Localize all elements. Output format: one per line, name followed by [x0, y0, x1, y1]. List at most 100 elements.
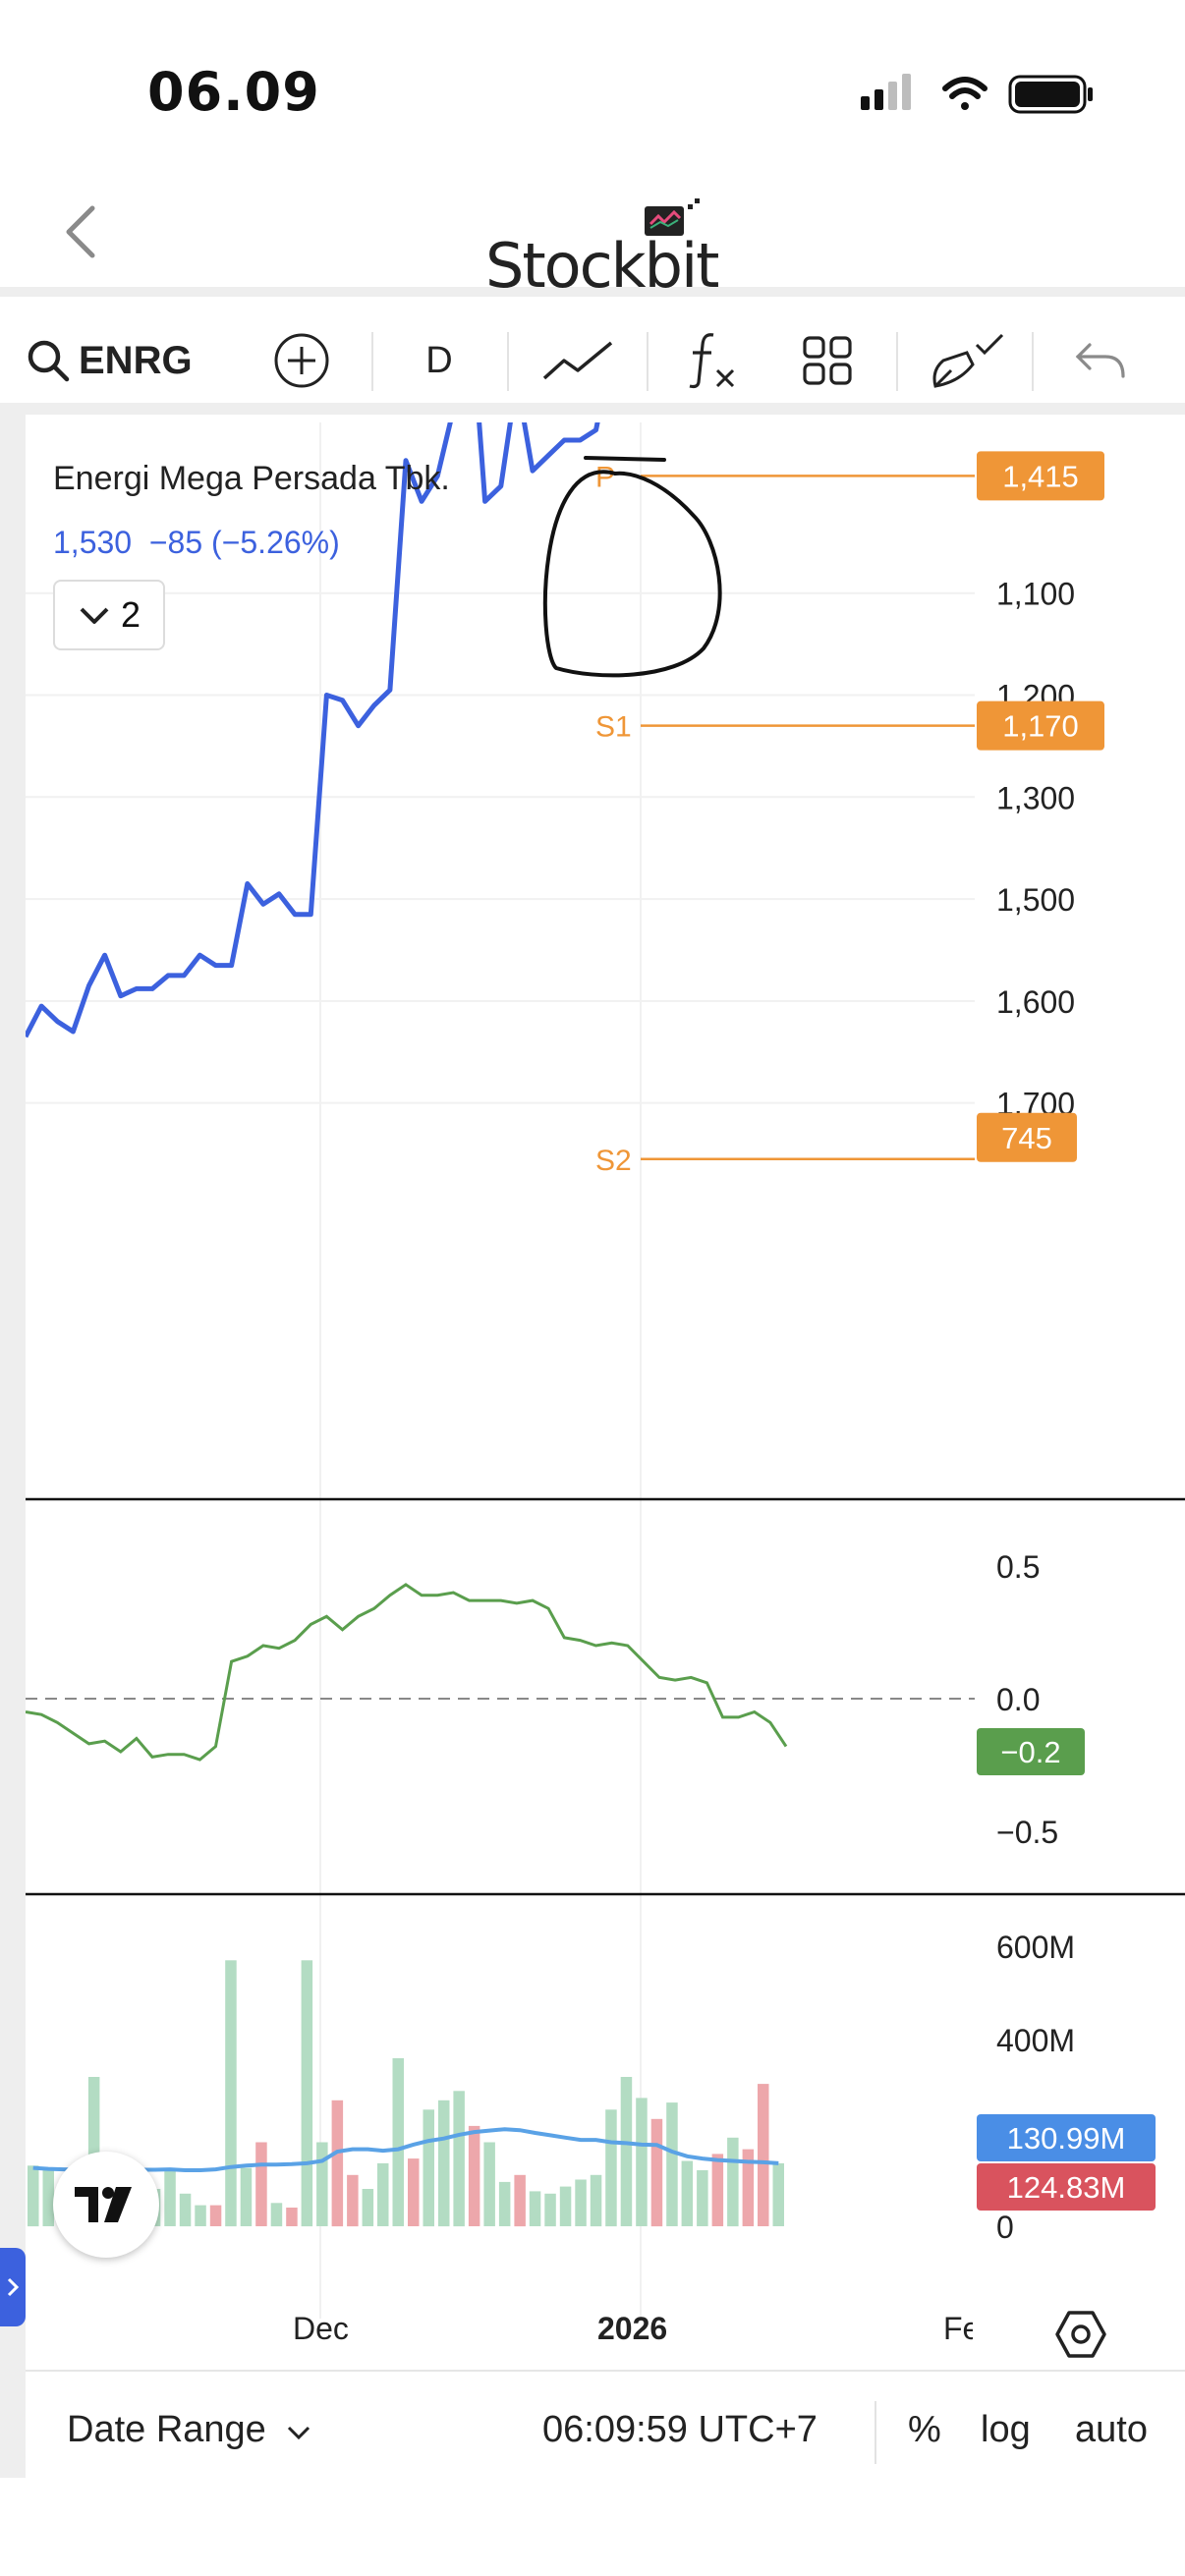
status-bar: 06.09 — [0, 0, 1185, 167]
toolbar-divider — [507, 332, 509, 391]
volume-tag-bg — [977, 2163, 1156, 2211]
oscillator-axis-tick: 0.0 — [996, 1682, 1040, 1717]
volume-ma-line — [32, 2127, 779, 2172]
legend-collapse-button[interactable]: 2 — [53, 580, 165, 650]
volume-bar — [301, 1960, 313, 2227]
chart-canvas[interactable]: 1,7001,6001,5001,3001,2001,1001,00090080… — [26, 422, 1185, 2368]
volume-bar — [772, 2162, 784, 2226]
legend-collapse-count: 2 — [120, 594, 141, 635]
date-range-label: Date Range — [67, 2409, 266, 2450]
hand-drawn-circle-annotation — [542, 456, 722, 678]
volume-bar — [316, 2142, 328, 2226]
toolbar-divider — [896, 332, 898, 391]
volume-bar — [742, 2149, 755, 2226]
volume-ma-tag-bg — [977, 2114, 1156, 2161]
interval-button[interactable]: D — [425, 339, 453, 381]
status-time: 06.09 — [147, 61, 320, 123]
volume-bar — [179, 2193, 192, 2227]
bottom-divider — [875, 2401, 876, 2464]
auto-toggle[interactable]: auto — [1075, 2409, 1148, 2450]
chart-type-button[interactable] — [540, 328, 615, 393]
volume-bar — [225, 1960, 237, 2227]
symbol-label: ENRG — [79, 338, 193, 382]
app-header: Stockbit — [0, 167, 1185, 302]
toolbar-divider — [1032, 332, 1034, 391]
volume-bar — [195, 2205, 206, 2226]
volume-bar — [590, 2174, 602, 2227]
oscillator-axis-tick: 0.5 — [996, 1549, 1040, 1585]
volume-axis-tick: 0 — [996, 2210, 1014, 2245]
volume-bar — [544, 2193, 556, 2227]
pivot-label-s2: S2 — [595, 1145, 632, 1177]
date-range-button[interactable]: Date Range — [67, 2409, 311, 2451]
pivot-tag-s2-bg — [977, 1112, 1077, 1162]
volume-bar — [240, 2167, 253, 2226]
indicators-button[interactable] — [688, 328, 741, 393]
chevron-down-icon — [80, 607, 109, 624]
volume-tag: 124.83M — [1007, 2170, 1126, 2205]
grid-layout-icon — [803, 336, 852, 385]
search-icon — [28, 340, 70, 382]
price-axis-tick: 1,100 — [996, 577, 1075, 612]
log-toggle[interactable]: log — [981, 2409, 1031, 2450]
volume-bar — [28, 2165, 39, 2227]
volume-bar — [270, 2203, 283, 2227]
volume-bar — [347, 2174, 359, 2227]
expand-panel-tab[interactable] — [0, 2248, 26, 2326]
volume-bar — [362, 2189, 374, 2226]
time-axis-label-dec: Dec — [293, 2311, 349, 2346]
chart-settings-icon[interactable] — [1055, 2309, 1106, 2360]
legend-price-change: 1,530 −85 (−5.26%) — [53, 525, 340, 560]
drawing-tools-button[interactable] — [930, 328, 1008, 393]
volume-bar — [575, 2179, 587, 2226]
battery-icon — [1008, 75, 1093, 114]
volume-bar — [408, 2158, 420, 2226]
volume-bar — [255, 2142, 267, 2226]
pivot-tag-s1: 1,170 — [1002, 709, 1079, 744]
percent-toggle[interactable]: % — [908, 2409, 941, 2450]
time-axis-label-feb: Fe — [943, 2311, 973, 2346]
volume-bar — [666, 2102, 678, 2226]
tradingview-logo-icon — [75, 2187, 132, 2222]
chevron-right-icon — [7, 2277, 20, 2297]
line-chart-icon — [542, 341, 613, 380]
layout-button[interactable] — [800, 328, 855, 393]
price-axis-tick: 1,300 — [996, 780, 1075, 815]
pivot-tag-s2: 745 — [1001, 1121, 1052, 1155]
toolbar-divider — [647, 332, 649, 391]
time-axis-label-2026: 2026 — [597, 2311, 668, 2346]
volume-bar — [286, 2208, 298, 2226]
volume-bar — [468, 2125, 480, 2226]
volume-bar — [498, 2181, 511, 2226]
volume-bar — [758, 2084, 769, 2226]
wifi-icon — [942, 77, 988, 110]
price-axis-tick: 1,500 — [996, 882, 1075, 918]
volume-axis-tick: 600M — [996, 1930, 1075, 1965]
oscillator-axis-tick: −0.5 — [996, 1815, 1058, 1850]
chart-toolbar: ENRG D — [0, 307, 1185, 415]
price-axis-tick: 1,600 — [996, 984, 1075, 1020]
volume-bar — [164, 2170, 176, 2226]
pen-check-icon — [932, 333, 1004, 388]
volume-bar — [559, 2186, 572, 2226]
volume-bar — [453, 2091, 465, 2227]
volume-bar — [605, 2109, 617, 2227]
volume-bar — [438, 2100, 450, 2227]
volume-bar — [636, 2098, 648, 2226]
bottom-bar: Date Range 06:09:59 UTC+7 % log auto — [26, 2370, 1185, 2478]
volume-ma-tag: 130.99M — [1007, 2121, 1126, 2156]
volume-bar — [620, 2077, 633, 2226]
volume-bar — [514, 2174, 526, 2227]
price-line-series — [26, 422, 600, 1038]
oscillator-line-series — [26, 1583, 788, 1762]
undo-button[interactable] — [1073, 328, 1128, 393]
volume-bar — [42, 2170, 54, 2226]
volume-bar — [650, 2118, 663, 2227]
back-chevron-icon[interactable] — [55, 200, 104, 263]
volume-bar — [87, 2077, 100, 2226]
tradingview-logo[interactable] — [53, 2152, 159, 2258]
symbol-search-button[interactable]: ENRG — [26, 328, 193, 393]
volume-bar — [681, 2160, 694, 2226]
add-compare-button[interactable] — [271, 328, 332, 393]
logo-mark-icon — [645, 198, 700, 236]
